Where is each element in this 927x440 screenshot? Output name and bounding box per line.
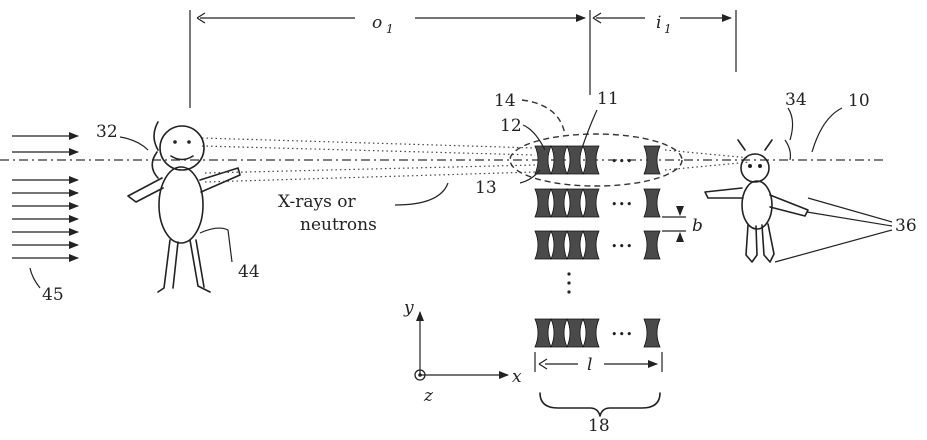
- dimension-o1: o 1: [189, 10, 591, 108]
- label-o1: o: [372, 13, 382, 33]
- ref-34: 34: [785, 90, 807, 110]
- beam-type-label: X-rays or neutrons: [278, 182, 449, 235]
- image-figure: 34 10 36: [704, 90, 917, 263]
- lens-row-2: •••: [534, 188, 661, 218]
- dimension-i1: i 1: [592, 10, 737, 72]
- ref-32: 32: [96, 122, 118, 142]
- ref-13: 13: [475, 178, 497, 198]
- label-i1-sub: 1: [664, 22, 672, 36]
- ref-36: 36: [895, 216, 917, 236]
- lens-row-ellipsis: •••: [611, 198, 633, 211]
- ref-18: 18: [588, 416, 610, 435]
- lens-row-ellipsis: •••: [611, 155, 633, 168]
- ref-44: 44: [238, 262, 260, 282]
- dim-l: l: [587, 355, 592, 375]
- incoming-beam-arrows: 45: [12, 132, 79, 305]
- axis-z-label: z: [423, 386, 434, 406]
- ref-10: 10: [848, 91, 870, 111]
- axis-x-label: x: [512, 367, 522, 387]
- ref-11: 11: [597, 89, 619, 109]
- beam-envelope: [201, 137, 751, 183]
- first-row-highlight: [509, 133, 683, 187]
- axis-y-label: y: [403, 298, 414, 318]
- object-figure: 44 32: [96, 121, 260, 293]
- label-xrays: X-rays or: [278, 192, 356, 212]
- label-o1-sub: 1: [386, 22, 394, 36]
- lens-row-last: •••: [534, 318, 661, 348]
- lens-row-3: •••: [534, 230, 661, 260]
- dim-b: b: [692, 216, 703, 236]
- lens-row-ellipsis: •••: [611, 328, 633, 341]
- ref-12: 12: [500, 116, 522, 136]
- label-neutrons: neutrons: [300, 215, 377, 235]
- coordinate-axes: y x z: [403, 298, 522, 406]
- label-i1: i: [656, 13, 661, 33]
- lens-vertical-ellipsis: [567, 272, 571, 294]
- lens-row-1: •••: [534, 145, 661, 175]
- ref-14: 14: [494, 91, 516, 111]
- lens-row-ellipsis: •••: [611, 240, 633, 253]
- ref-45: 45: [42, 285, 64, 305]
- lens-stack: ••• ••• ••• •••: [475, 89, 703, 436]
